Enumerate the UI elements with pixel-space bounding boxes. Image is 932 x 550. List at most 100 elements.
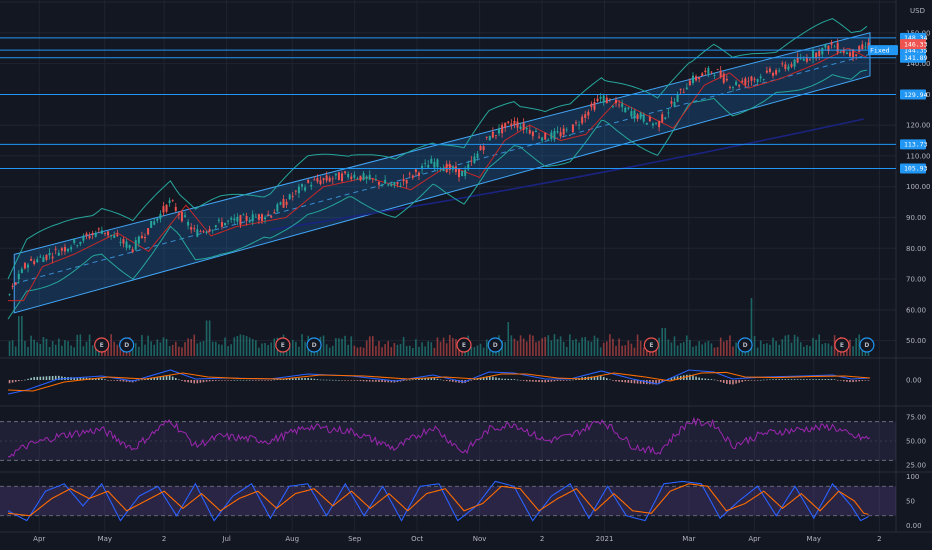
candle-body xyxy=(297,186,300,194)
macd-histogram-bar xyxy=(224,380,226,381)
volume-bar xyxy=(61,345,63,356)
earnings-marker[interactable] xyxy=(834,337,850,353)
price-level-tag[interactable] xyxy=(900,139,926,150)
volume-bar xyxy=(196,343,199,356)
time-axis[interactable]: Apr May 2 Jul Aug Sep Oct Nov 2 2021 Mar Apr May 2 xyxy=(33,535,881,543)
fixed-range-tag[interactable] xyxy=(868,45,898,56)
volume-bar xyxy=(476,345,479,356)
stochastic-pane[interactable] xyxy=(0,480,896,522)
dividend-marker[interactable] xyxy=(306,337,322,353)
macd-tick-label: 0.00 xyxy=(906,377,922,385)
volume-bar xyxy=(51,341,54,356)
macd-pane[interactable] xyxy=(7,369,871,395)
volume-bar xyxy=(408,345,411,356)
dividend-marker[interactable] xyxy=(487,337,503,353)
volume-bar xyxy=(482,347,485,356)
volume-bar xyxy=(171,344,174,356)
macd-histogram-bar xyxy=(196,380,199,384)
price-level-tag[interactable] xyxy=(900,163,926,174)
time-tick-label: Mar xyxy=(682,535,695,543)
macd-histogram-bar xyxy=(162,376,165,380)
macd-histogram-bar xyxy=(738,380,740,383)
volume-bar xyxy=(529,334,531,356)
macd-histogram-bar xyxy=(858,380,861,382)
candle-body xyxy=(257,214,260,220)
volume-bar xyxy=(575,338,577,356)
volume-bar xyxy=(781,339,784,356)
candle-body xyxy=(414,169,417,173)
macd-histogram-bar xyxy=(368,380,371,382)
volume-bar xyxy=(516,341,519,356)
candle-body xyxy=(319,180,322,185)
volume-bar xyxy=(821,344,824,356)
macd-histogram-bar xyxy=(427,378,430,380)
volume-bar xyxy=(418,346,420,356)
macd-histogram-bar xyxy=(433,378,436,380)
candle-body xyxy=(427,164,430,168)
candle-body xyxy=(190,227,193,230)
last-price-tag[interactable] xyxy=(900,39,926,50)
earnings-marker[interactable] xyxy=(456,337,472,353)
candle-body xyxy=(818,50,821,57)
macd-histogram-bar xyxy=(184,380,186,382)
earnings-marker[interactable] xyxy=(643,337,659,353)
volume-bar xyxy=(778,344,780,356)
rsi-pane[interactable] xyxy=(0,416,896,461)
volume-bar xyxy=(424,346,426,356)
volume-bar xyxy=(372,336,374,356)
candle-body xyxy=(48,252,51,256)
volume-bar xyxy=(107,345,109,356)
volume-bar xyxy=(405,346,408,356)
price-tick-label: 80.00 xyxy=(906,245,926,253)
volume-bar xyxy=(27,346,29,356)
macd-histogram-bar xyxy=(630,380,633,384)
candle-body xyxy=(676,94,679,102)
candle-body xyxy=(171,200,174,202)
candle-body xyxy=(516,121,519,128)
dividend-marker[interactable] xyxy=(859,337,875,353)
price-level-tag[interactable] xyxy=(900,89,926,100)
volume-bar xyxy=(301,334,303,356)
price-level-tag[interactable] xyxy=(900,52,926,63)
macd-histogram-bar xyxy=(322,379,325,381)
volume-bar xyxy=(673,336,676,356)
volume-bar xyxy=(368,336,371,356)
candle-body xyxy=(531,131,534,137)
candle-body xyxy=(504,122,507,128)
volume-bar xyxy=(766,343,768,356)
candle-body xyxy=(839,52,842,53)
candle-body xyxy=(507,121,510,124)
macd-histogram-bar xyxy=(599,376,602,380)
candle-body xyxy=(691,75,694,84)
candle-body xyxy=(313,179,316,181)
volume-bar xyxy=(716,347,719,356)
macd-histogram-bar xyxy=(255,380,257,381)
macd-histogram-bar xyxy=(221,380,223,381)
macd-histogram-bar xyxy=(781,379,784,380)
macd-histogram-bar xyxy=(713,379,716,381)
earnings-marker[interactable] xyxy=(94,337,110,353)
candle-body xyxy=(461,171,464,177)
macd-histogram-bar xyxy=(24,379,26,381)
dividend-marker[interactable] xyxy=(119,337,135,353)
volume-bar xyxy=(806,345,808,356)
price-axis[interactable]: 50.00 60.00 70.00 80.00 90.00 100.00 110.00 120… xyxy=(868,7,931,530)
candle-body xyxy=(772,72,775,76)
macd-histogram-bar xyxy=(236,379,239,381)
volume-bar xyxy=(445,343,448,356)
regression-channel[interactable] xyxy=(13,32,871,314)
macd-histogram-bar xyxy=(258,380,260,381)
macd-histogram-bar xyxy=(488,376,491,380)
dividend-marker[interactable] xyxy=(737,337,753,353)
volume-bar xyxy=(504,342,506,356)
macd-histogram-bar xyxy=(686,374,688,380)
macd-histogram-bar xyxy=(421,378,423,380)
macd-histogram-bar xyxy=(141,379,143,381)
macd-histogram-bar xyxy=(181,380,183,381)
candle-body xyxy=(39,256,42,258)
earnings-marker[interactable] xyxy=(275,337,291,353)
volume-bar xyxy=(325,344,328,356)
